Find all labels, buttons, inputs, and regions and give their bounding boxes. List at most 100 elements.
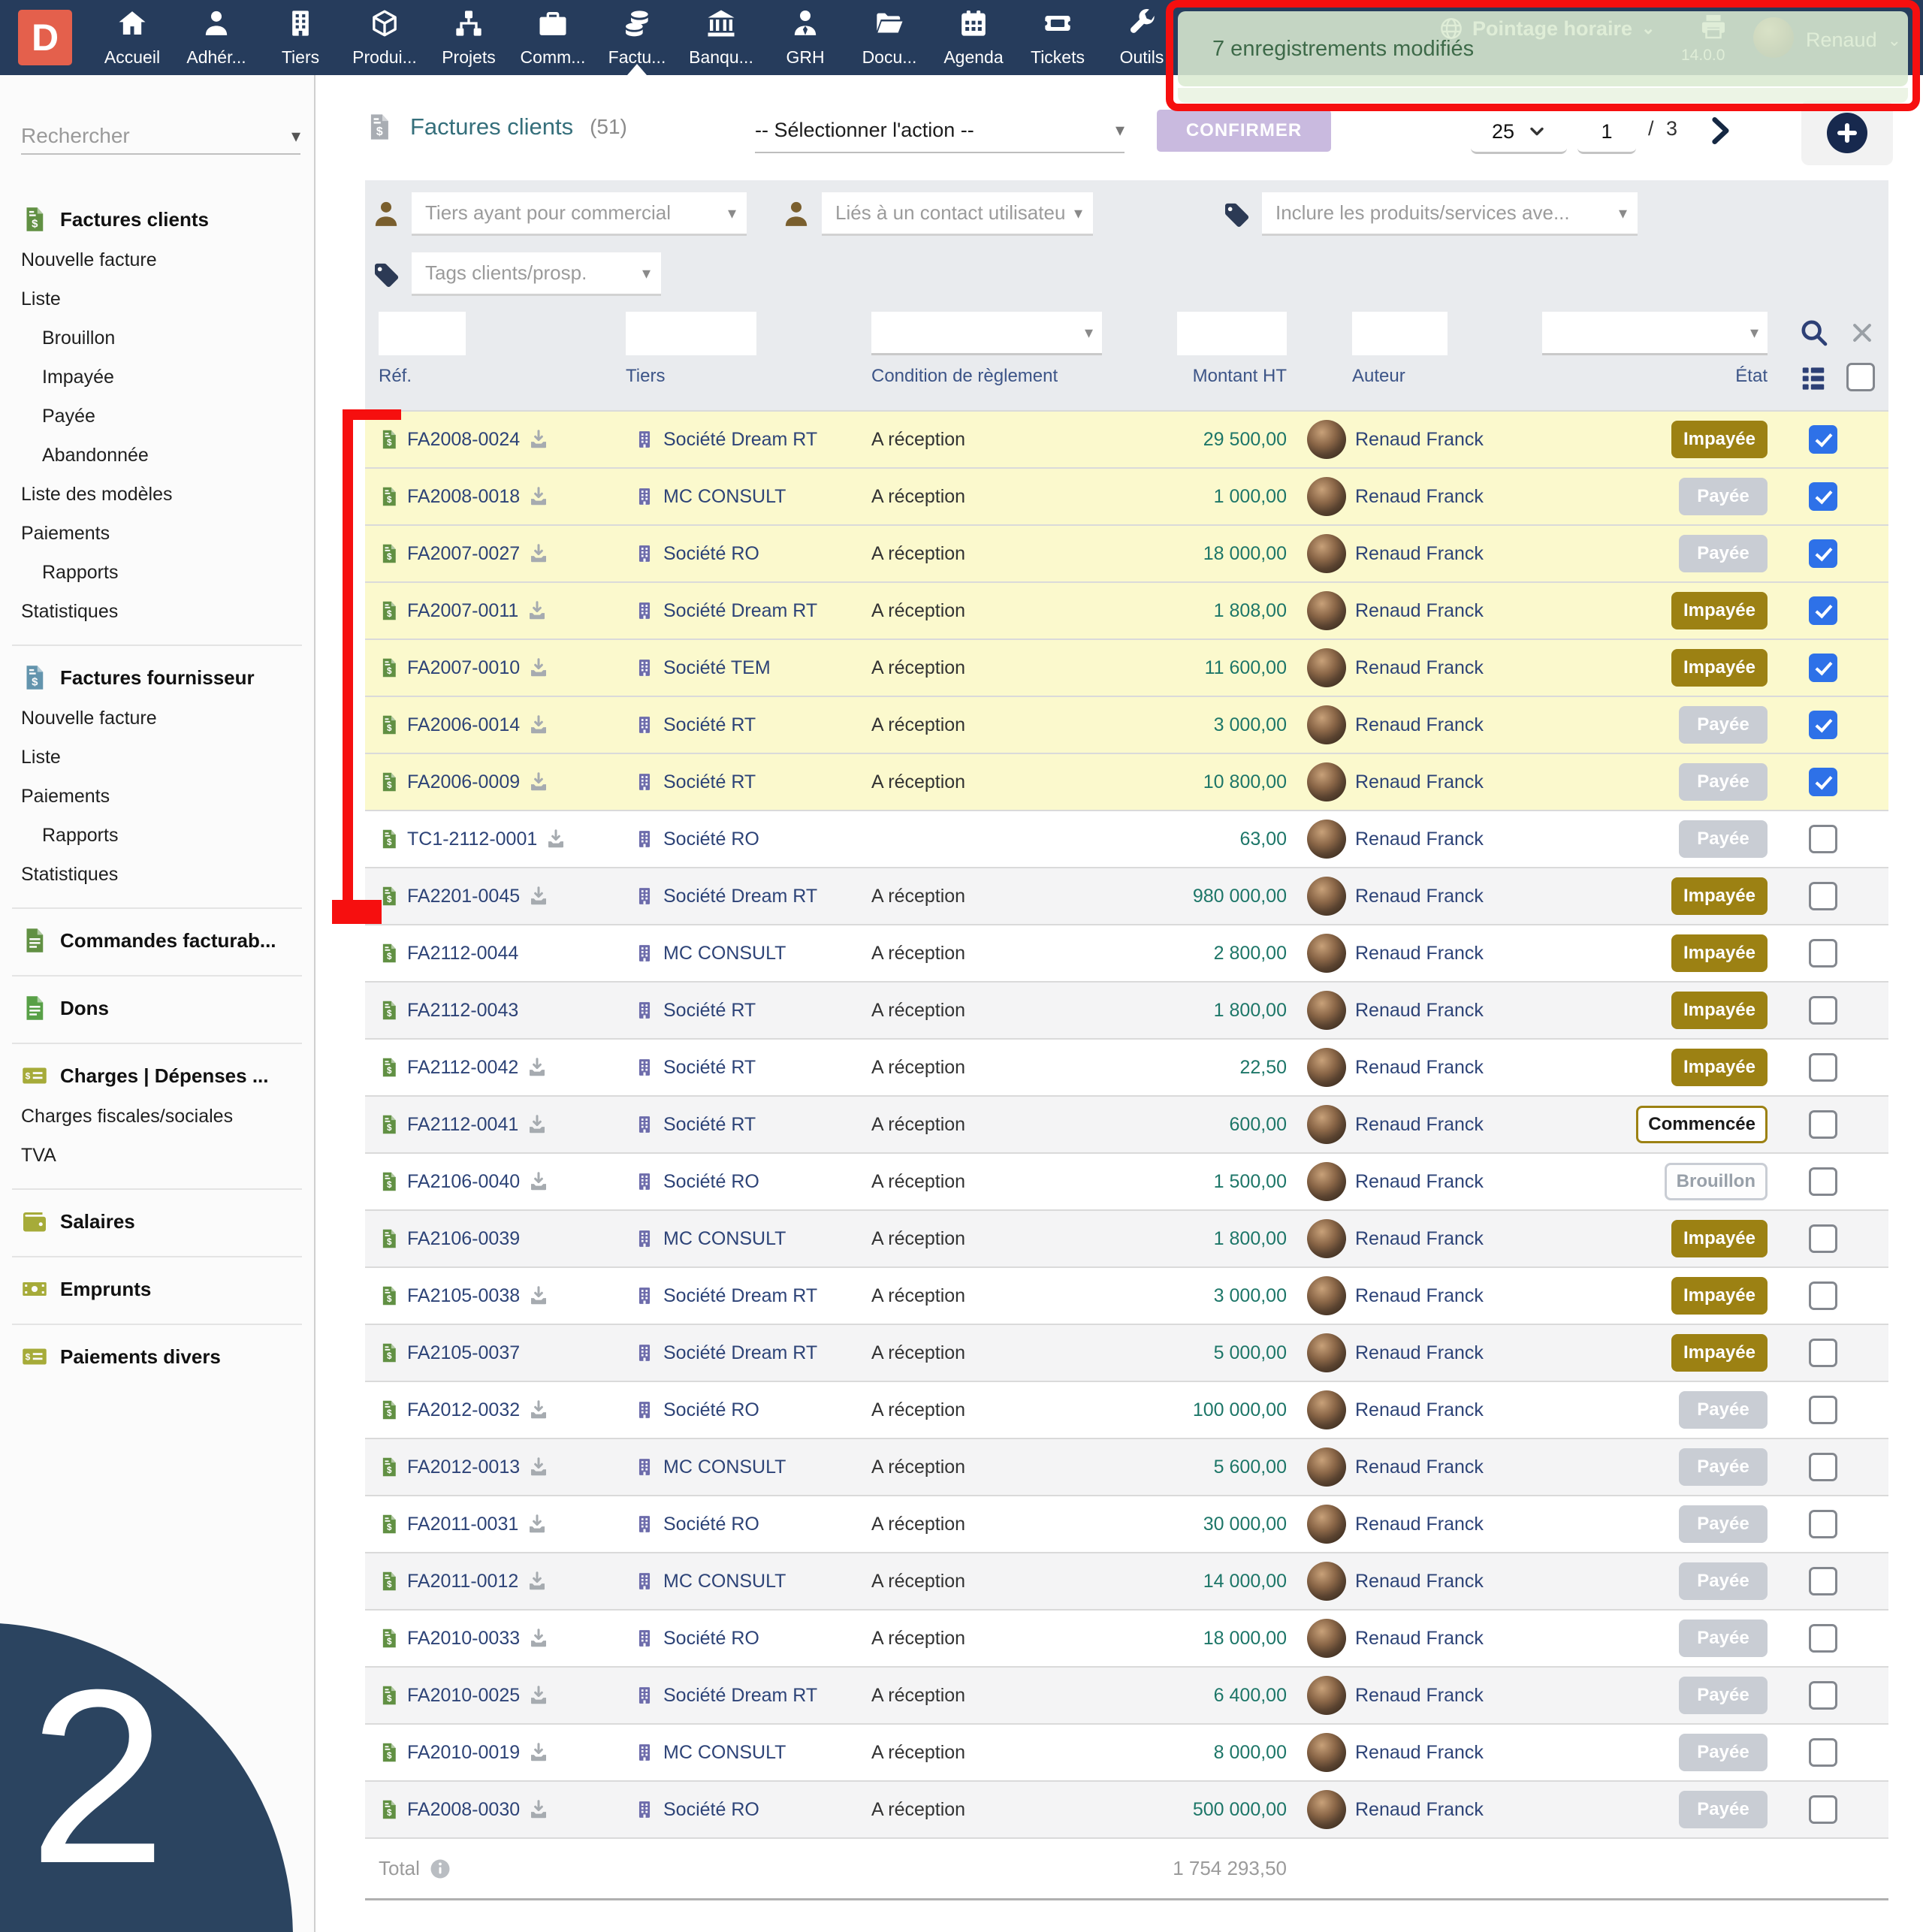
column-header-condition[interactable]: Condition de règlement	[871, 366, 1058, 387]
author-link[interactable]: Renaud Franck	[1355, 829, 1484, 850]
filter-select[interactable]: Inclure les produits/services ave...▾	[1262, 192, 1638, 236]
invoice-ref-link[interactable]: FA2010-0025	[407, 1685, 520, 1707]
invoice-ref-link[interactable]: FA2112-0042	[407, 1057, 518, 1079]
nav-item-produi[interactable]: Produi...	[343, 0, 427, 75]
thirdparty-link[interactable]: Société Dream RT	[663, 429, 817, 451]
sidebar-item-liste[interactable]: Liste	[21, 279, 293, 318]
filter-tags-clients-prosp[interactable]: Tags clients/prosp.▾	[371, 252, 661, 296]
thirdparty-link[interactable]: Société RO	[663, 1399, 759, 1421]
author-link[interactable]: Renaud Franck	[1355, 1628, 1484, 1650]
add-invoice-button[interactable]	[1827, 113, 1867, 153]
row-checkbox[interactable]	[1809, 1224, 1837, 1253]
download-icon[interactable]	[527, 771, 550, 793]
invoice-ref-link[interactable]: FA2012-0032	[407, 1399, 520, 1421]
thirdparty-link[interactable]: MC CONSULT	[663, 486, 786, 508]
thirdparty-link[interactable]: Société Dream RT	[663, 886, 817, 907]
row-checkbox[interactable]	[1809, 596, 1837, 625]
thirdparty-link[interactable]: Société RT	[663, 1114, 756, 1136]
search-condition-select[interactable]: ▾	[871, 312, 1102, 355]
clear-search-icon[interactable]	[1849, 320, 1875, 346]
row-checkbox[interactable]	[1809, 1681, 1837, 1710]
sidebar-item-commandes-facturab[interactable]: Commandes facturab...	[21, 919, 293, 961]
list-view-icon[interactable]	[1799, 363, 1828, 391]
nav-item-tickets[interactable]: Tickets	[1016, 0, 1100, 75]
download-icon[interactable]	[527, 1741, 550, 1764]
invoice-ref-link[interactable]: FA2010-0033	[407, 1628, 520, 1650]
invoice-ref-link[interactable]: FA2012-0013	[407, 1457, 520, 1478]
search-amount-input[interactable]	[1177, 312, 1287, 355]
sidebar-item-salaires[interactable]: Salaires	[21, 1200, 293, 1242]
sidebar-item-impay-e[interactable]: Impayée	[21, 358, 293, 397]
download-icon[interactable]	[527, 1684, 550, 1707]
sidebar-item-charges-d-penses[interactable]: $Charges | Dépenses ...	[21, 1055, 293, 1097]
filter-inclure-les-produits-services-ave[interactable]: Inclure les produits/services ave...▾	[1221, 192, 1638, 236]
download-icon[interactable]	[526, 1513, 548, 1535]
thirdparty-link[interactable]: Société Dream RT	[663, 1342, 817, 1364]
sidebar-item-pay-e[interactable]: Payée	[21, 397, 293, 436]
next-page-button[interactable]	[1704, 114, 1737, 147]
column-header-author[interactable]: Auteur	[1352, 366, 1405, 387]
row-checkbox[interactable]	[1809, 1510, 1837, 1538]
sidebar-item-nouvelle-facture[interactable]: Nouvelle facture	[21, 240, 293, 279]
column-header-amount[interactable]: Montant HT	[1116, 366, 1287, 387]
invoice-ref-link[interactable]: FA2006-0009	[407, 771, 520, 793]
row-checkbox[interactable]	[1809, 939, 1837, 968]
author-link[interactable]: Renaud Franck	[1355, 1285, 1484, 1307]
row-checkbox[interactable]	[1809, 482, 1837, 511]
filter-select[interactable]: Tiers ayant pour commercial▾	[412, 192, 747, 236]
author-link[interactable]: Renaud Franck	[1355, 1457, 1484, 1478]
thirdparty-link[interactable]: MC CONSULT	[663, 1228, 786, 1250]
thirdparty-link[interactable]: MC CONSULT	[663, 1571, 786, 1592]
download-icon[interactable]	[527, 428, 550, 451]
invoice-ref-link[interactable]: FA2007-0011	[407, 600, 518, 622]
row-checkbox[interactable]	[1809, 1281, 1837, 1310]
row-checkbox[interactable]	[1809, 654, 1837, 682]
invoice-ref-link[interactable]: FA2011-0031	[407, 1514, 518, 1535]
page-number-input[interactable]: 1	[1577, 111, 1636, 154]
sidebar-item-brouillon[interactable]: Brouillon	[21, 318, 293, 358]
thirdparty-link[interactable]: Société RO	[663, 1799, 759, 1821]
nav-item-agenda[interactable]: Agenda	[931, 0, 1016, 75]
thirdparty-link[interactable]: Société RT	[663, 771, 756, 793]
column-header-status[interactable]: État	[1642, 366, 1768, 387]
sidebar-item-tva[interactable]: TVA	[21, 1136, 293, 1175]
sidebar-item-charges-fiscales-sociales[interactable]: Charges fiscales/sociales	[21, 1097, 293, 1136]
author-link[interactable]: Renaud Franck	[1355, 1000, 1484, 1022]
download-icon[interactable]	[527, 542, 550, 565]
download-icon[interactable]	[545, 828, 567, 850]
nav-item-tiers[interactable]: Tiers	[258, 0, 343, 75]
thirdparty-link[interactable]: Société Dream RT	[663, 600, 817, 622]
sidebar-item-liste-des-mod-les[interactable]: Liste des modèles	[21, 475, 293, 514]
nav-item-grh[interactable]: GRH	[763, 0, 847, 75]
author-link[interactable]: Renaud Franck	[1355, 429, 1484, 451]
author-link[interactable]: Renaud Franck	[1355, 1114, 1484, 1136]
column-header-tiers[interactable]: Tiers	[626, 366, 665, 387]
author-link[interactable]: Renaud Franck	[1355, 771, 1484, 793]
invoice-ref-link[interactable]: FA2112-0043	[407, 1000, 518, 1022]
invoice-ref-link[interactable]: FA2105-0038	[407, 1285, 520, 1307]
download-icon[interactable]	[527, 714, 550, 736]
invoice-ref-link[interactable]: FA2008-0024	[407, 429, 520, 451]
invoice-ref-link[interactable]: FA2010-0019	[407, 1742, 520, 1764]
search-ref-input[interactable]	[379, 312, 466, 355]
row-checkbox[interactable]	[1809, 1453, 1837, 1481]
sidebar-item-factures-fournisseur[interactable]: $Factures fournisseur	[21, 657, 293, 699]
invoice-ref-link[interactable]: FA2106-0039	[407, 1228, 520, 1250]
invoice-ref-link[interactable]: FA2008-0030	[407, 1799, 520, 1821]
sidebar-item-emprunts[interactable]: Emprunts	[21, 1268, 293, 1310]
download-icon[interactable]	[526, 1056, 548, 1079]
row-checkbox[interactable]	[1809, 825, 1837, 853]
row-checkbox[interactable]	[1809, 539, 1837, 568]
thirdparty-link[interactable]: Société RT	[663, 1057, 756, 1079]
sidebar-item-rapports[interactable]: Rapports	[21, 816, 293, 855]
sidebar-search-input[interactable]: Rechercher ▾	[21, 119, 300, 155]
author-link[interactable]: Renaud Franck	[1355, 1171, 1484, 1193]
nav-item-banqu[interactable]: Banqu...	[679, 0, 763, 75]
select-all-checkbox[interactable]	[1846, 363, 1875, 391]
confirm-button[interactable]: CONFIRMER	[1157, 110, 1331, 152]
filter-select[interactable]: Tags clients/prosp.▾	[412, 252, 661, 296]
sidebar-item-liste[interactable]: Liste	[21, 738, 293, 777]
invoice-ref-link[interactable]: FA2105-0037	[407, 1342, 520, 1364]
thirdparty-link[interactable]: Société RO	[663, 829, 759, 850]
invoice-ref-link[interactable]: FA2011-0012	[407, 1571, 518, 1592]
